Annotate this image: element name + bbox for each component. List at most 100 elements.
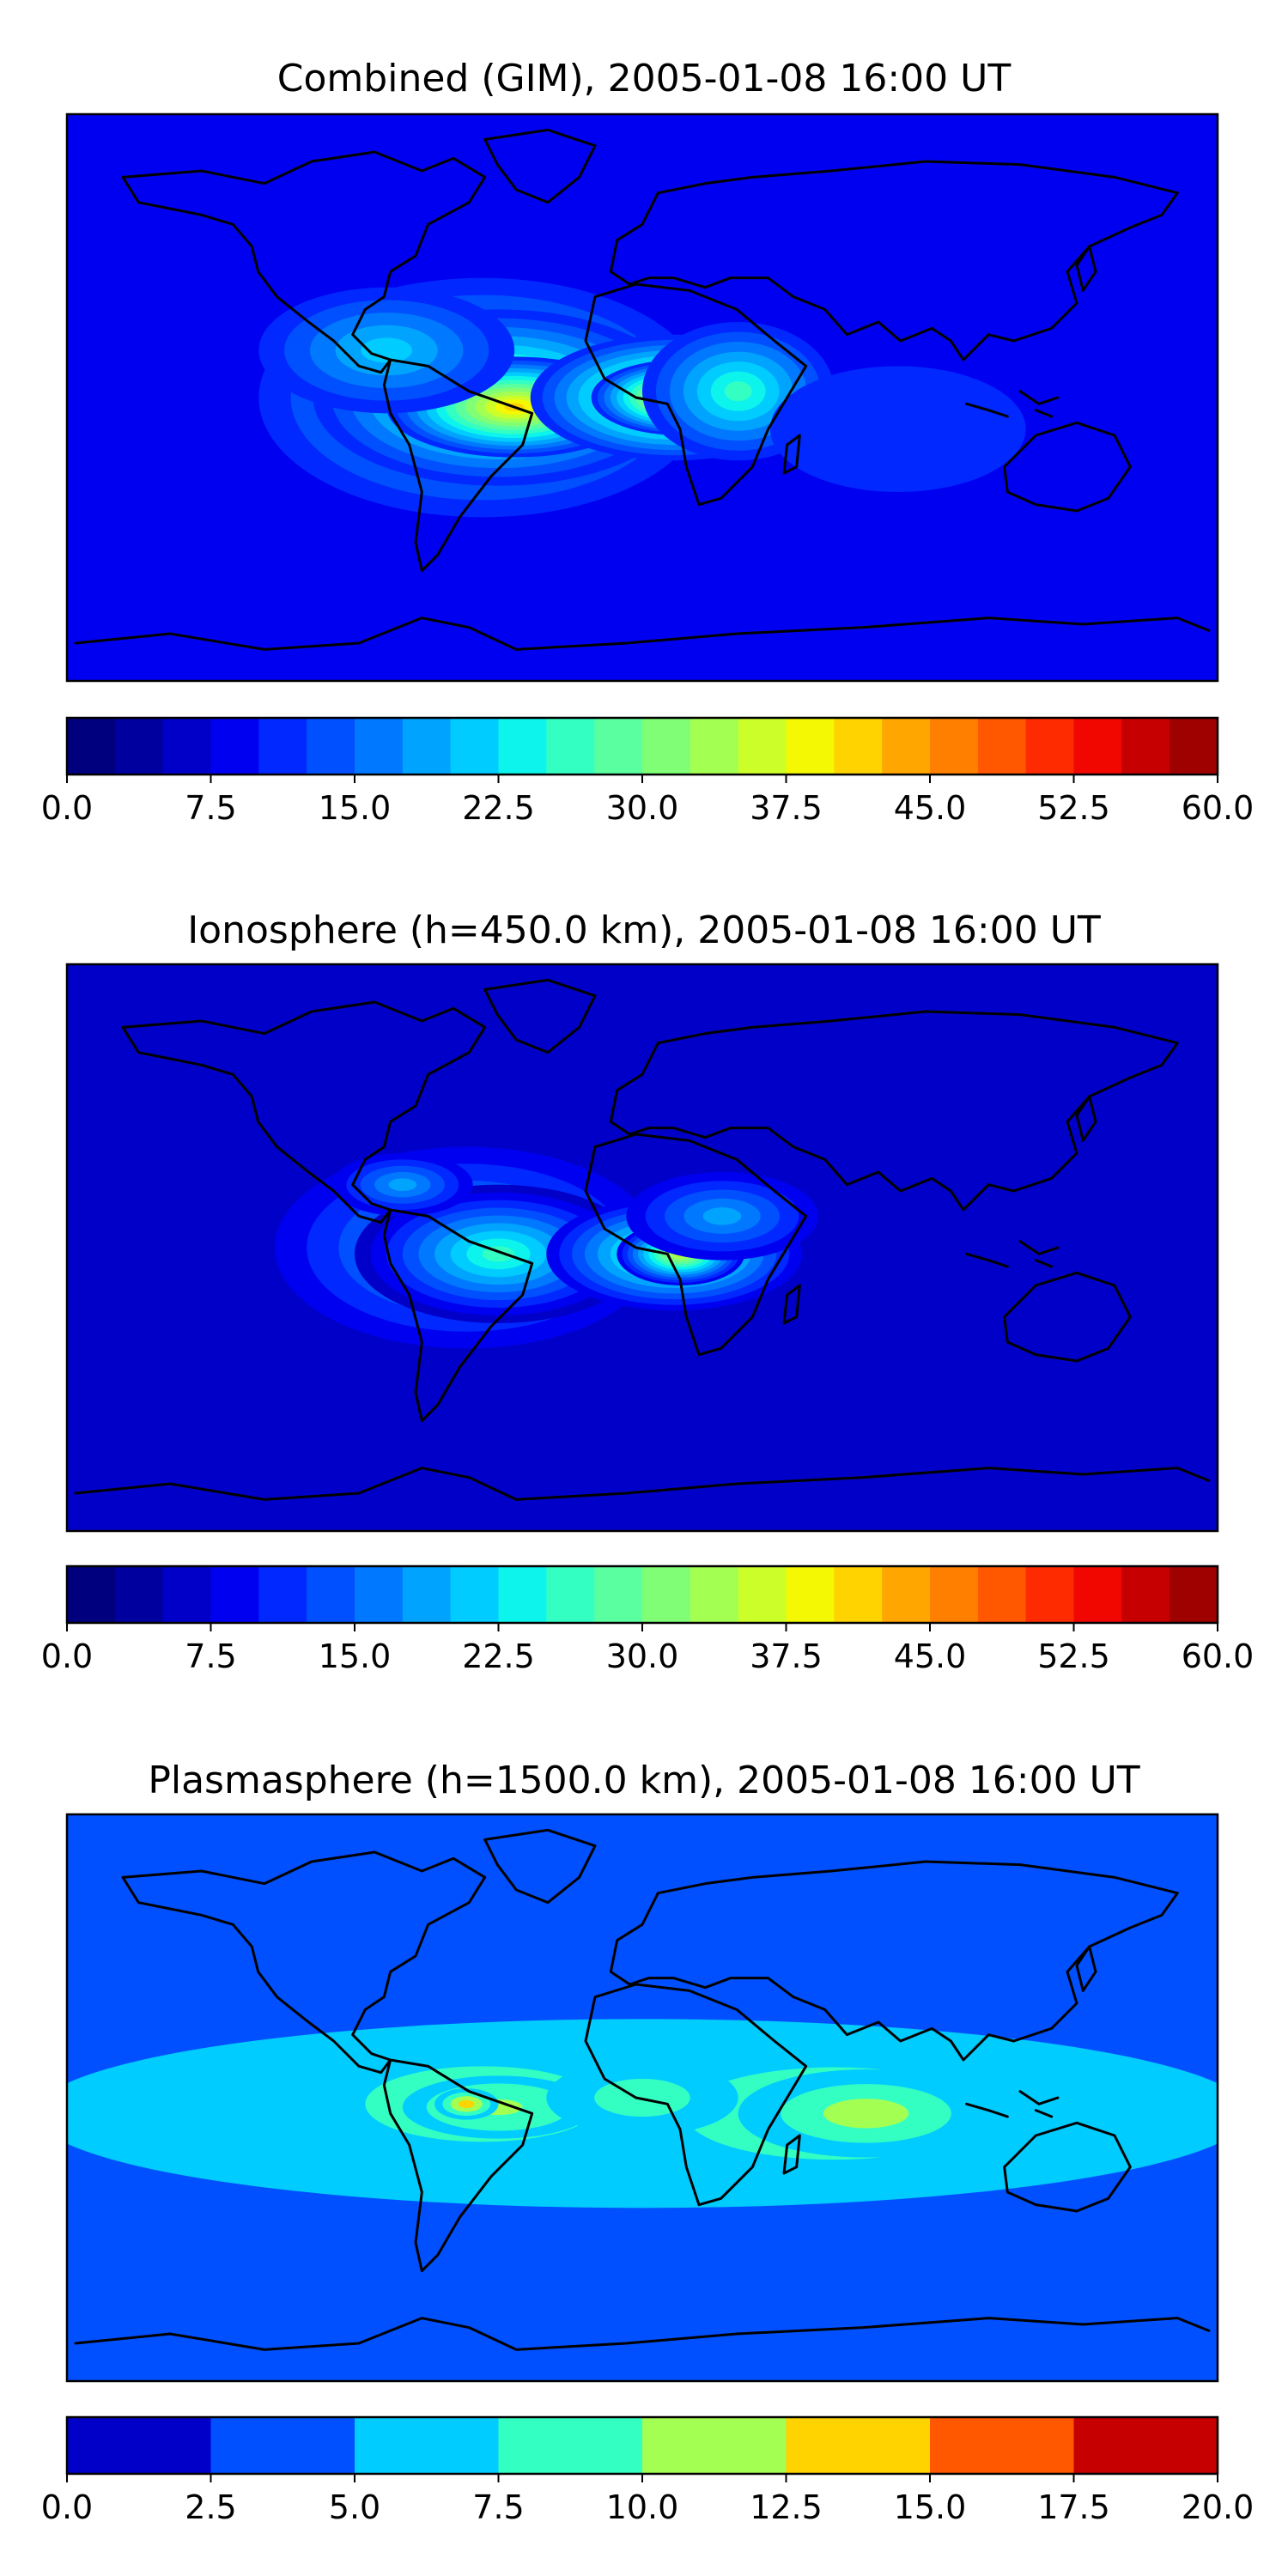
contour-region bbox=[458, 2099, 475, 2108]
colorbar-segment bbox=[546, 1566, 595, 1623]
colorbar-segment bbox=[498, 718, 547, 775]
colorbar-segment bbox=[977, 718, 1027, 775]
colorbar-segment bbox=[690, 718, 739, 775]
colorbar-segment bbox=[210, 1566, 259, 1623]
colorbar-segment bbox=[1073, 1566, 1122, 1623]
panel-plasmasphere: Plasmasphere (h=1500.0 km), 2005-01-08 1… bbox=[41, 1759, 1255, 2526]
colorbar-segment bbox=[546, 718, 595, 775]
colorbar-segment bbox=[1121, 1566, 1170, 1623]
map-frame bbox=[65, 112, 1219, 683]
colorbar-segment bbox=[162, 718, 211, 775]
colorbar-segment bbox=[642, 2417, 787, 2474]
colorbar-segment bbox=[402, 718, 452, 775]
colorbar-segment bbox=[738, 1566, 787, 1623]
colorbar-segment bbox=[67, 1566, 116, 1623]
colorbar-segment bbox=[162, 1566, 211, 1623]
colorbar-tick-label: 60.0 bbox=[1182, 1637, 1255, 1675]
colorbar-segment bbox=[258, 1566, 307, 1623]
colorbar-segment bbox=[355, 1566, 404, 1623]
colorbar-tick-label: 37.5 bbox=[750, 789, 823, 827]
colorbar-segment bbox=[450, 1566, 499, 1623]
colorbar-segment bbox=[930, 1566, 979, 1623]
colorbar-tick-label: 2.5 bbox=[185, 2488, 236, 2526]
colorbar-segment bbox=[114, 1566, 164, 1623]
contour-region bbox=[834, 398, 963, 461]
colorbar-segment bbox=[642, 1566, 691, 1623]
colorbar-segment bbox=[786, 718, 835, 775]
colorbar-tick-label: 15.0 bbox=[319, 1637, 392, 1675]
colorbar-segment bbox=[402, 1566, 452, 1623]
colorbar-segment bbox=[307, 718, 355, 775]
colorbar-segment bbox=[834, 1566, 883, 1623]
colorbar-segment bbox=[930, 718, 979, 775]
colorbar-tick-label: 52.5 bbox=[1037, 789, 1110, 827]
contour-region bbox=[388, 1178, 417, 1191]
colorbar-tick-label: 22.5 bbox=[462, 789, 535, 827]
colorbar-tick-label: 10.0 bbox=[606, 2488, 679, 2526]
colorbar-tick-label: 7.5 bbox=[185, 789, 236, 827]
colorbar-segment bbox=[977, 1566, 1027, 1623]
map-frame bbox=[65, 963, 1219, 1533]
colorbar-segment bbox=[642, 718, 691, 775]
colorbar-segment bbox=[1121, 718, 1170, 775]
colorbar-tick-label: 7.5 bbox=[185, 1637, 236, 1675]
colorbar: 0.0 7.5 15.0 22.5 30.0 37.5 45.0 52.5 60.0 bbox=[41, 716, 1255, 827]
colorbar-tick-label: 15.0 bbox=[319, 789, 392, 827]
map bbox=[65, 112, 1219, 683]
colorbar-tick-label: 45.0 bbox=[894, 789, 967, 827]
colorbar-segment bbox=[258, 718, 307, 775]
map-frame bbox=[65, 1813, 1219, 2383]
colorbar-tick-label: 60.0 bbox=[1182, 789, 1255, 827]
colorbar-segment bbox=[210, 718, 259, 775]
colorbar-segment bbox=[355, 2417, 499, 2474]
colorbar-segment bbox=[786, 1566, 835, 1623]
colorbar-segment bbox=[498, 1566, 547, 1623]
colorbar-segment bbox=[498, 2417, 643, 2474]
map bbox=[65, 963, 1219, 1533]
contour-region bbox=[702, 1207, 742, 1225]
colorbar-segment bbox=[1025, 718, 1074, 775]
panel-ionosphere: Ionosphere (h=450.0 km), 2005-01-08 16:0… bbox=[41, 908, 1255, 1675]
colorbar-segment bbox=[114, 718, 164, 775]
colorbar-segment bbox=[834, 718, 883, 775]
colorbar-tick-label: 7.5 bbox=[472, 2488, 524, 2526]
colorbar-segment bbox=[1170, 1566, 1218, 1623]
colorbar-segment bbox=[210, 2417, 355, 2474]
colorbar: 0.0 2.5 5.0 7.5 10.0 12.5 15.0 17.5 20.0 bbox=[41, 2415, 1255, 2526]
colorbar-tick-label: 12.5 bbox=[750, 2488, 823, 2526]
contour-region bbox=[361, 337, 412, 363]
colorbar-tick-label: 5.0 bbox=[329, 2488, 380, 2526]
colorbar-segment bbox=[690, 1566, 739, 1623]
colorbar-tick-label: 20.0 bbox=[1182, 2488, 1255, 2526]
colorbar-segment bbox=[1170, 718, 1218, 775]
colorbar-tick-label: 45.0 bbox=[894, 1637, 967, 1675]
contour-region bbox=[724, 381, 752, 402]
colorbar-tick-label: 52.5 bbox=[1037, 1637, 1110, 1675]
colorbar-segment bbox=[882, 718, 931, 775]
panel-combined: Combined (GIM), 2005-01-08 16:00 UT 0.0 7… bbox=[41, 57, 1255, 827]
colorbar-segment bbox=[882, 1566, 931, 1623]
colorbar-tick-label: 17.5 bbox=[1037, 2488, 1110, 2526]
colorbar-segment bbox=[355, 718, 404, 775]
colorbar-tick-label: 0.0 bbox=[41, 789, 93, 827]
colorbar-segment bbox=[594, 1566, 643, 1623]
colorbar-segment bbox=[1025, 1566, 1074, 1623]
colorbar-tick-label: 0.0 bbox=[41, 2488, 93, 2526]
colorbar-segment bbox=[1073, 2417, 1218, 2474]
colorbar-segment bbox=[786, 2417, 931, 2474]
colorbar: 0.0 7.5 15.0 22.5 30.0 37.5 45.0 52.5 60.0 bbox=[41, 1564, 1255, 1675]
colorbar-tick-label: 15.0 bbox=[894, 2488, 967, 2526]
colorbar-segment bbox=[930, 2417, 1074, 2474]
map bbox=[65, 1813, 1219, 2383]
colorbar-segment bbox=[67, 718, 116, 775]
colorbar-segment bbox=[738, 718, 787, 775]
colorbar-tick-label: 0.0 bbox=[41, 1637, 93, 1675]
colorbar-segment bbox=[1073, 718, 1122, 775]
panel-title: Combined (GIM), 2005-01-08 16:00 UT bbox=[277, 57, 1012, 100]
colorbar-tick-label: 37.5 bbox=[750, 1637, 823, 1675]
colorbar-tick-label: 30.0 bbox=[606, 789, 679, 827]
contour-region bbox=[823, 2099, 909, 2129]
colorbar-tick-label: 22.5 bbox=[462, 1637, 535, 1675]
colorbar-segment bbox=[594, 718, 643, 775]
